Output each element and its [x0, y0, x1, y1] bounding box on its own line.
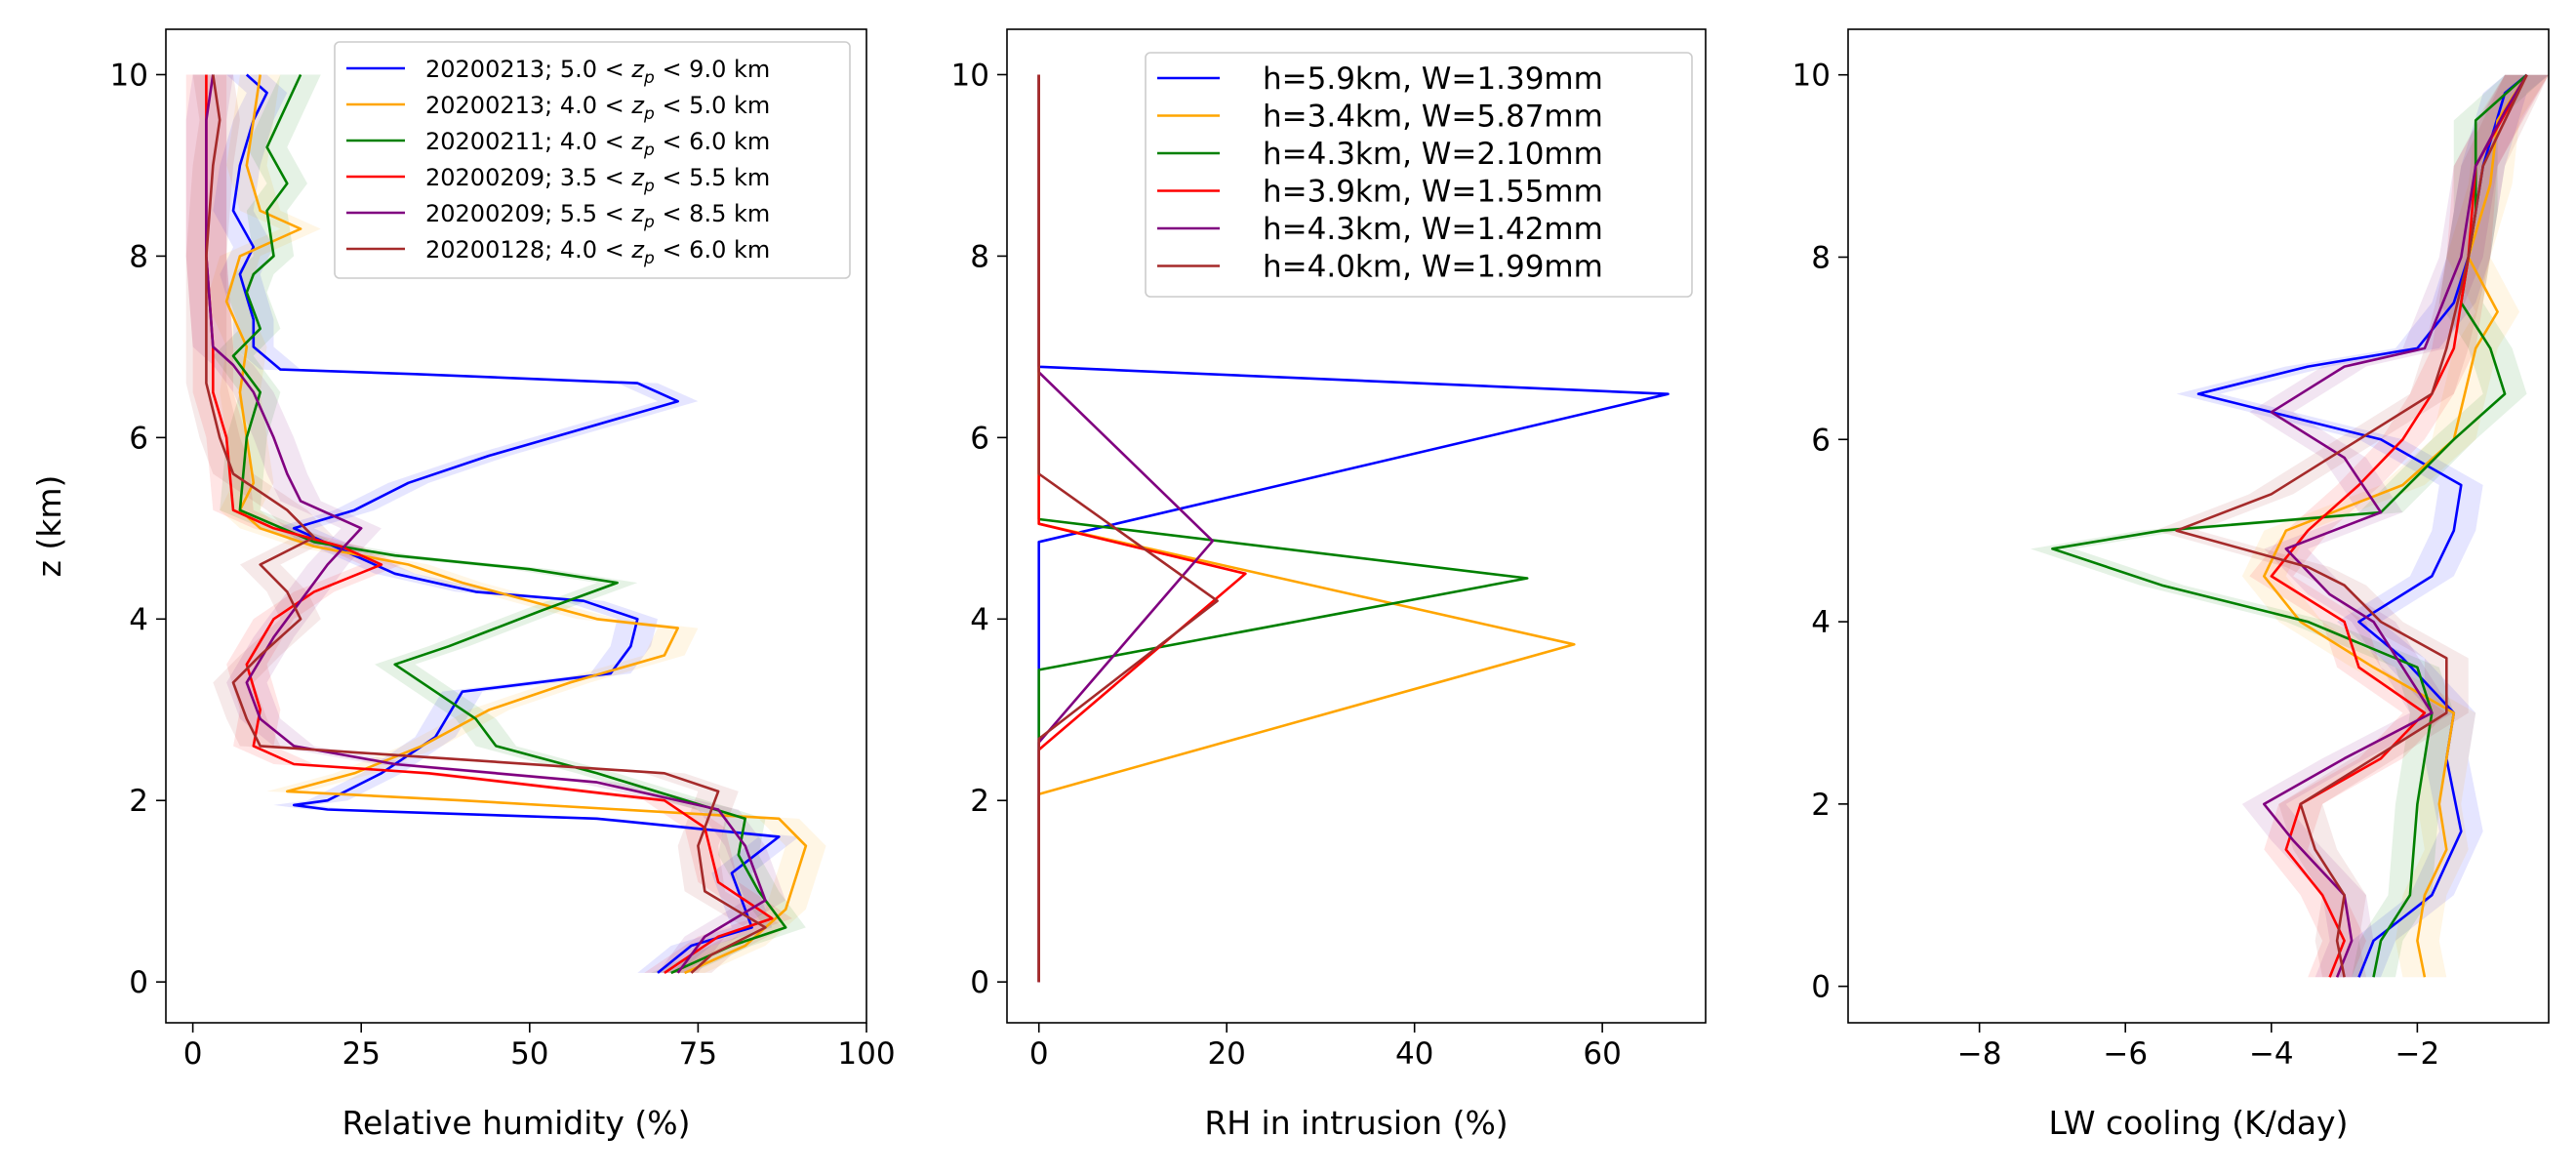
- y-tick-label: 4: [129, 602, 148, 637]
- x-tick-label: 25: [342, 1036, 380, 1072]
- x-tick-label: 50: [510, 1036, 548, 1072]
- y-tick-label: 6: [129, 421, 148, 456]
- y-tick-label: 0: [129, 965, 148, 1000]
- series-1-line: [224, 74, 808, 975]
- y-tick-label: 2: [1811, 788, 1831, 823]
- y-axis-label: z (km): [30, 475, 68, 578]
- plot-area: [2030, 73, 2549, 978]
- y-tick-label: 2: [129, 784, 148, 819]
- y-tick-label: 4: [1811, 605, 1831, 640]
- series-0-spread-band: [213, 74, 799, 973]
- legend-label: 20200128; 4.0 < zp < 6.0 km: [425, 236, 770, 268]
- series-2-line: [231, 73, 787, 975]
- legend-label: h=5.9km, W=1.39mm: [1263, 61, 1603, 97]
- panel-rh-in-intrusion: 0 20 40 60 0 2 4 6 8 10 RH in intrusion (%) h=5.9km…: [951, 28, 1707, 1142]
- legend-label: 20200209; 3.5 < zp < 5.5 km: [425, 164, 770, 196]
- series-1-spread-band: [2241, 74, 2549, 978]
- y-tick-label: 6: [970, 421, 989, 456]
- legend-label: h=4.3km, W=2.10mm: [1263, 137, 1603, 172]
- panel-lw-cooling: −8 −6 −4 −2 0 2 4 6 8 10 LW cooling (K/day): [1792, 28, 2550, 1142]
- y-tick-label: 4: [970, 602, 989, 637]
- y-tick-label: 10: [951, 58, 989, 93]
- x-tick-label: 0: [1029, 1036, 1049, 1072]
- legend-label: 20200211; 4.0 < zp < 6.0 km: [425, 128, 770, 160]
- series-4-line: [205, 74, 767, 974]
- axes-frame: [165, 28, 867, 1024]
- y-tick-label: 6: [1811, 423, 1831, 458]
- series-2-spread-band: [2030, 74, 2549, 978]
- plot-area: [185, 73, 826, 975]
- x-tick-label: −2: [2395, 1036, 2440, 1072]
- y-tick-label: 8: [970, 239, 989, 274]
- legend-label: h=3.4km, W=5.87mm: [1263, 100, 1603, 135]
- panel-relative-humidity: 0 25 50 75 100 0 2 4 6 8 10 Relative humidity (%) z …: [30, 28, 896, 1142]
- x-tick-label: −4: [2249, 1036, 2294, 1072]
- axes-frame: [1006, 28, 1707, 1024]
- x-tick-label: 100: [837, 1036, 895, 1072]
- y-tick-label: 0: [970, 965, 989, 1000]
- series-3-line: [2270, 74, 2528, 978]
- series-0-line: [231, 73, 781, 974]
- x-axis-label: LW cooling (K/day): [2049, 1104, 2349, 1142]
- series-3-spread-band: [2249, 74, 2549, 978]
- legend: 20200213; 5.0 < zp < 9.0 km 20200213; 4.0…: [334, 41, 851, 279]
- legend-label: 20200209; 5.5 < zp < 8.5 km: [425, 200, 770, 232]
- series-5-line: [205, 74, 767, 974]
- x-axis-label: RH in intrusion (%): [1204, 1104, 1508, 1142]
- axes-frame: [1847, 28, 2550, 1024]
- series-3-spread-band: [185, 74, 793, 973]
- x-axis-label: Relative humidity (%): [342, 1104, 691, 1142]
- legend-label: 20200213; 5.0 < zp < 9.0 km: [425, 56, 770, 88]
- x-tick-label: 0: [183, 1036, 203, 1072]
- series-5-line: [1037, 74, 1219, 983]
- series-5-line: [2175, 74, 2528, 978]
- series-2-spread-band: [213, 74, 806, 973]
- y-tick-label: 0: [1811, 970, 1831, 1005]
- x-tick-label: −8: [1957, 1036, 2002, 1072]
- y-tick-label: 2: [970, 784, 989, 819]
- legend-label: h=4.0km, W=1.99mm: [1263, 250, 1603, 285]
- legend-label: 20200213; 4.0 < zp < 5.0 km: [425, 92, 770, 124]
- x-tick-label: −6: [2103, 1036, 2148, 1072]
- y-tick-label: 8: [129, 239, 148, 274]
- x-tick-label: 60: [1583, 1036, 1621, 1072]
- series-3-line: [205, 74, 774, 974]
- y-tick-label: 8: [1811, 240, 1831, 275]
- legend-label: h=4.3km, W=1.42mm: [1263, 212, 1603, 247]
- series-5-spread-band: [2154, 74, 2549, 978]
- legend-label: h=3.9km, W=1.55mm: [1263, 175, 1603, 210]
- plot-area: [1037, 74, 1670, 983]
- x-tick-label: 75: [679, 1036, 717, 1072]
- series-4-line: [2263, 74, 2528, 978]
- y-tick-label: 10: [1792, 59, 1831, 94]
- x-tick-label: 20: [1207, 1036, 1245, 1072]
- series-1-line: [2263, 73, 2528, 978]
- y-tick-label: 10: [110, 58, 148, 93]
- x-tick-label: 40: [1395, 1036, 1433, 1072]
